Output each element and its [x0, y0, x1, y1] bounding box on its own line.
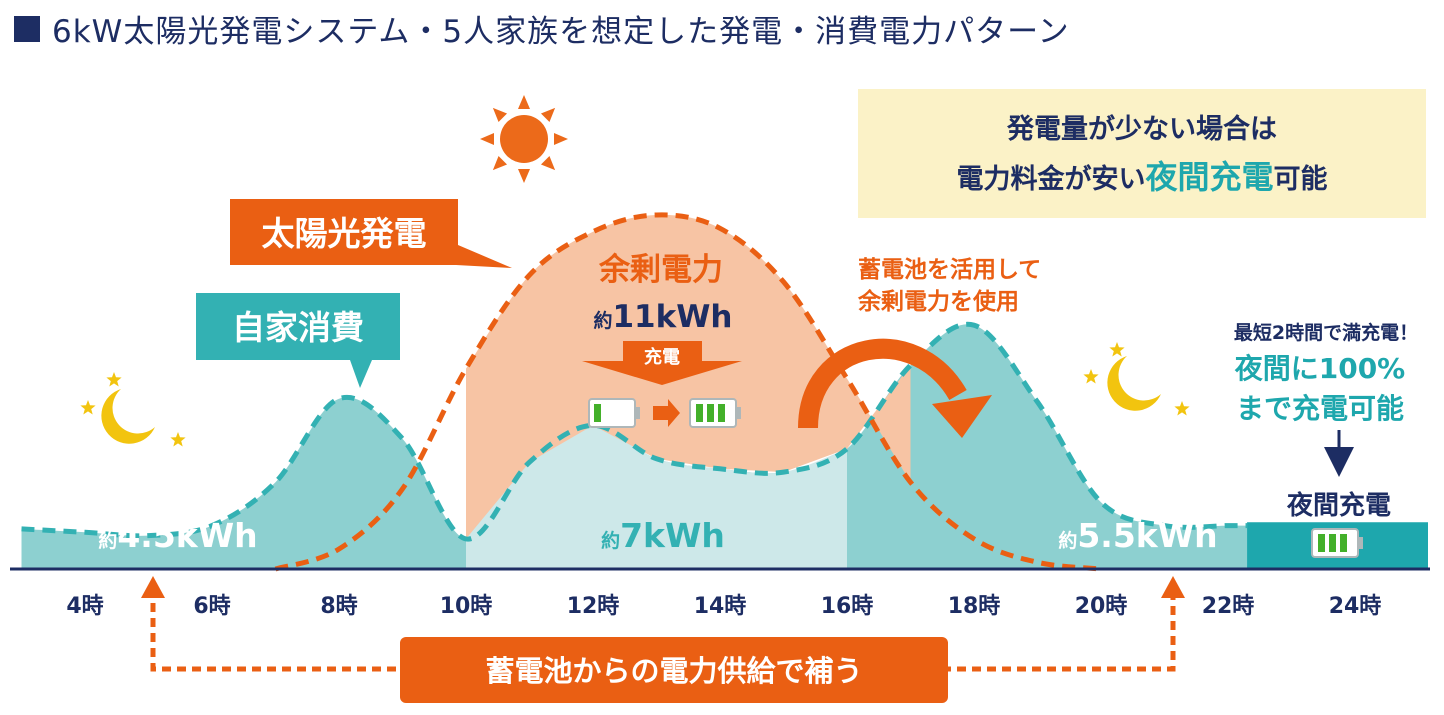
value-morning-prefix: 約 — [98, 529, 117, 552]
solar-tag-bg — [230, 199, 512, 268]
sun-ray — [518, 95, 530, 109]
x-tick-label: 22時 — [1202, 594, 1255, 619]
battery-low-icon — [588, 398, 640, 428]
bottom-label: 蓄電池からの電力供給で補う — [485, 654, 862, 688]
info-box-bg — [858, 89, 1426, 218]
surplus-value: 約11kWh — [593, 299, 732, 335]
night-note-1: 最短2時間で満充電！ — [1234, 321, 1418, 344]
self-tag-bg — [196, 293, 400, 388]
star-icons — [80, 342, 1190, 447]
info-line-2c: 可能 — [1274, 163, 1328, 195]
x-tick-label: 16時 — [821, 594, 874, 619]
moon-icon-right — [1107, 356, 1161, 411]
x-tick-label: 6時 — [193, 594, 230, 619]
star-icon — [170, 432, 186, 447]
x-tick-label: 20時 — [1075, 594, 1128, 619]
star-icon — [1109, 342, 1125, 357]
value-evening-prefix: 約 — [1058, 529, 1077, 552]
self-consumption-line — [21, 321, 1247, 542]
sun-ray — [492, 155, 508, 171]
star-icon — [80, 400, 96, 415]
value-morning: 約4.5kWh — [98, 516, 257, 555]
x-tick-label: 12時 — [567, 594, 620, 619]
charge-arrow-shape — [582, 341, 742, 385]
bracket-arrow-right — [1161, 576, 1185, 598]
self-tag-label: 自家消費 — [232, 308, 364, 347]
night-charge-label: 夜間充電 — [1286, 490, 1391, 521]
x-tick-label: 10時 — [440, 594, 493, 619]
x-tick-label: 4時 — [66, 594, 103, 619]
solar-tag: 太陽光発電 — [230, 199, 512, 268]
star-icon — [106, 372, 122, 387]
note-line-1: 蓄電池を活用して — [858, 257, 1041, 283]
sun-ray — [480, 133, 494, 145]
info-box: 発電量が少ない場合は 電力料金が安い夜間充電可能 — [858, 89, 1426, 218]
sun-ray — [492, 107, 508, 123]
surplus-number: 11kWh — [612, 299, 732, 335]
x-tick-label: 8時 — [320, 594, 357, 619]
surplus-prefix: 約 — [593, 309, 612, 332]
star-icon — [1083, 369, 1099, 384]
page-title: 6kW太陽光発電システム・5人家族を想定した発電・消費電力パターン — [52, 14, 1070, 50]
sun-ray — [554, 133, 568, 145]
value-day-prefix: 約 — [601, 529, 620, 552]
sun-ray — [540, 107, 556, 123]
info-line-2a: 電力料金が安い — [956, 163, 1145, 195]
bottom-label-bg — [400, 637, 948, 703]
info-line-2: 電力料金が安い夜間充電可能 — [956, 158, 1327, 196]
x-axis-ticks: 4時 6時 8時 10時 12時 14時 16時 18時 20時 22時 24時 — [66, 594, 1381, 619]
solar-tag-label: 太陽光発電 — [262, 214, 427, 253]
title-square-icon — [14, 15, 40, 42]
self-consumption-tag: 自家消費 — [196, 293, 400, 388]
value-day: 約7kWh — [601, 516, 725, 555]
value-evening-number: 5.5kWh — [1077, 516, 1217, 555]
night-battery-icon — [1311, 528, 1363, 558]
x-tick-label: 24時 — [1329, 594, 1382, 619]
value-morning-number: 4.5kWh — [117, 516, 257, 555]
note-line-2: 余剰電力を使用 — [857, 288, 1019, 315]
bracket-arrow-left — [141, 576, 165, 598]
night-note-3: まで充電可能 — [1236, 392, 1404, 425]
battery-supply-bracket: 蓄電池からの電力供給で補う — [141, 576, 1185, 703]
charge-arrow: 充電 — [582, 341, 742, 385]
self-consumption-day-area — [466, 425, 847, 569]
value-evening: 約5.5kWh — [1058, 516, 1217, 555]
star-icon — [1174, 401, 1190, 416]
solar-generation-line — [274, 212, 1102, 572]
night-note-2: 夜間に100% — [1234, 352, 1406, 385]
battery-full-icon — [689, 398, 741, 428]
moon-icon-left — [101, 389, 155, 444]
sun-ray — [540, 155, 556, 171]
x-tick-label: 18時 — [948, 594, 1001, 619]
info-line-2b: 夜間充電 — [1144, 158, 1273, 196]
value-day-number: 7kWh — [620, 516, 725, 555]
battery-arrow-icon — [653, 399, 680, 427]
x-tick-label: 14時 — [694, 594, 747, 619]
title-bar: 6kW太陽光発電システム・5人家族を想定した発電・消費電力パターン — [14, 6, 1070, 51]
sun-ray — [518, 169, 530, 183]
curved-arrow-icon — [798, 338, 992, 438]
surplus-title: 余剰電力 — [598, 252, 723, 288]
sun-icon — [480, 95, 568, 183]
info-line-1: 発電量が少ない場合は — [1006, 113, 1277, 145]
charge-label: 充電 — [644, 346, 680, 368]
